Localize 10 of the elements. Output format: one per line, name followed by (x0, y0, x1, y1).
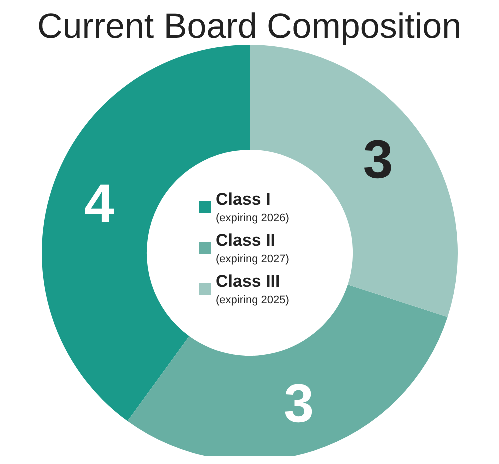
legend-label: Class I (216, 190, 271, 209)
data-label: 4 (84, 174, 114, 234)
text: (expiring 2027) (216, 254, 290, 266)
legend-label: Class III (216, 272, 280, 291)
text: (expiring 2025) (216, 294, 290, 306)
data-label: 3 (284, 374, 314, 434)
data-label: 3 (363, 130, 394, 190)
chart-title: Current Board Composition (37, 7, 462, 46)
text: (expiring 2026) (216, 212, 290, 224)
legend-label: Class II (216, 231, 276, 250)
